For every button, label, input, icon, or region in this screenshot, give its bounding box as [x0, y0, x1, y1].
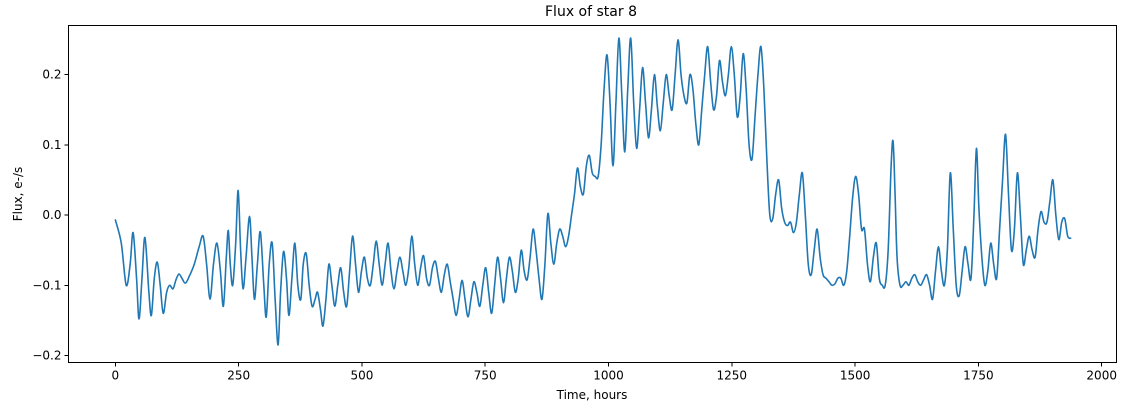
- x-tick-label: 500: [350, 369, 373, 383]
- x-tick-label: 1000: [593, 369, 624, 383]
- x-tick-label: 2000: [1086, 369, 1117, 383]
- x-axis-ticks: 0 250 500 750 1000 1250 1500 1750 2000: [112, 362, 1117, 383]
- chart-title: Flux of star 8: [545, 4, 637, 20]
- x-axis-label: Time, hours: [556, 388, 628, 402]
- x-tick-label: 1250: [717, 369, 748, 383]
- data-series: [114, 37, 1072, 346]
- y-tick-label: 0.1: [42, 138, 61, 152]
- y-tick-label: −0.1: [32, 278, 61, 292]
- y-axis-label: Flux, e-/s: [11, 167, 25, 222]
- x-tick-label: 750: [474, 369, 497, 383]
- y-axis-ticks: −0.2 −0.1 0.0 0.1 0.2: [32, 68, 69, 362]
- x-tick-label: 1750: [963, 369, 994, 383]
- x-tick-label: 250: [227, 369, 250, 383]
- flux-series-line: [114, 37, 1072, 346]
- plot-frame: [68, 25, 1117, 363]
- y-tick-label: 0.2: [42, 68, 61, 82]
- y-tick-label: −0.2: [32, 348, 61, 362]
- plot-area: [68, 25, 1117, 363]
- y-tick-label: 0.0: [42, 208, 61, 222]
- x-tick-label: 1500: [840, 369, 871, 383]
- x-tick-label: 0: [112, 369, 120, 383]
